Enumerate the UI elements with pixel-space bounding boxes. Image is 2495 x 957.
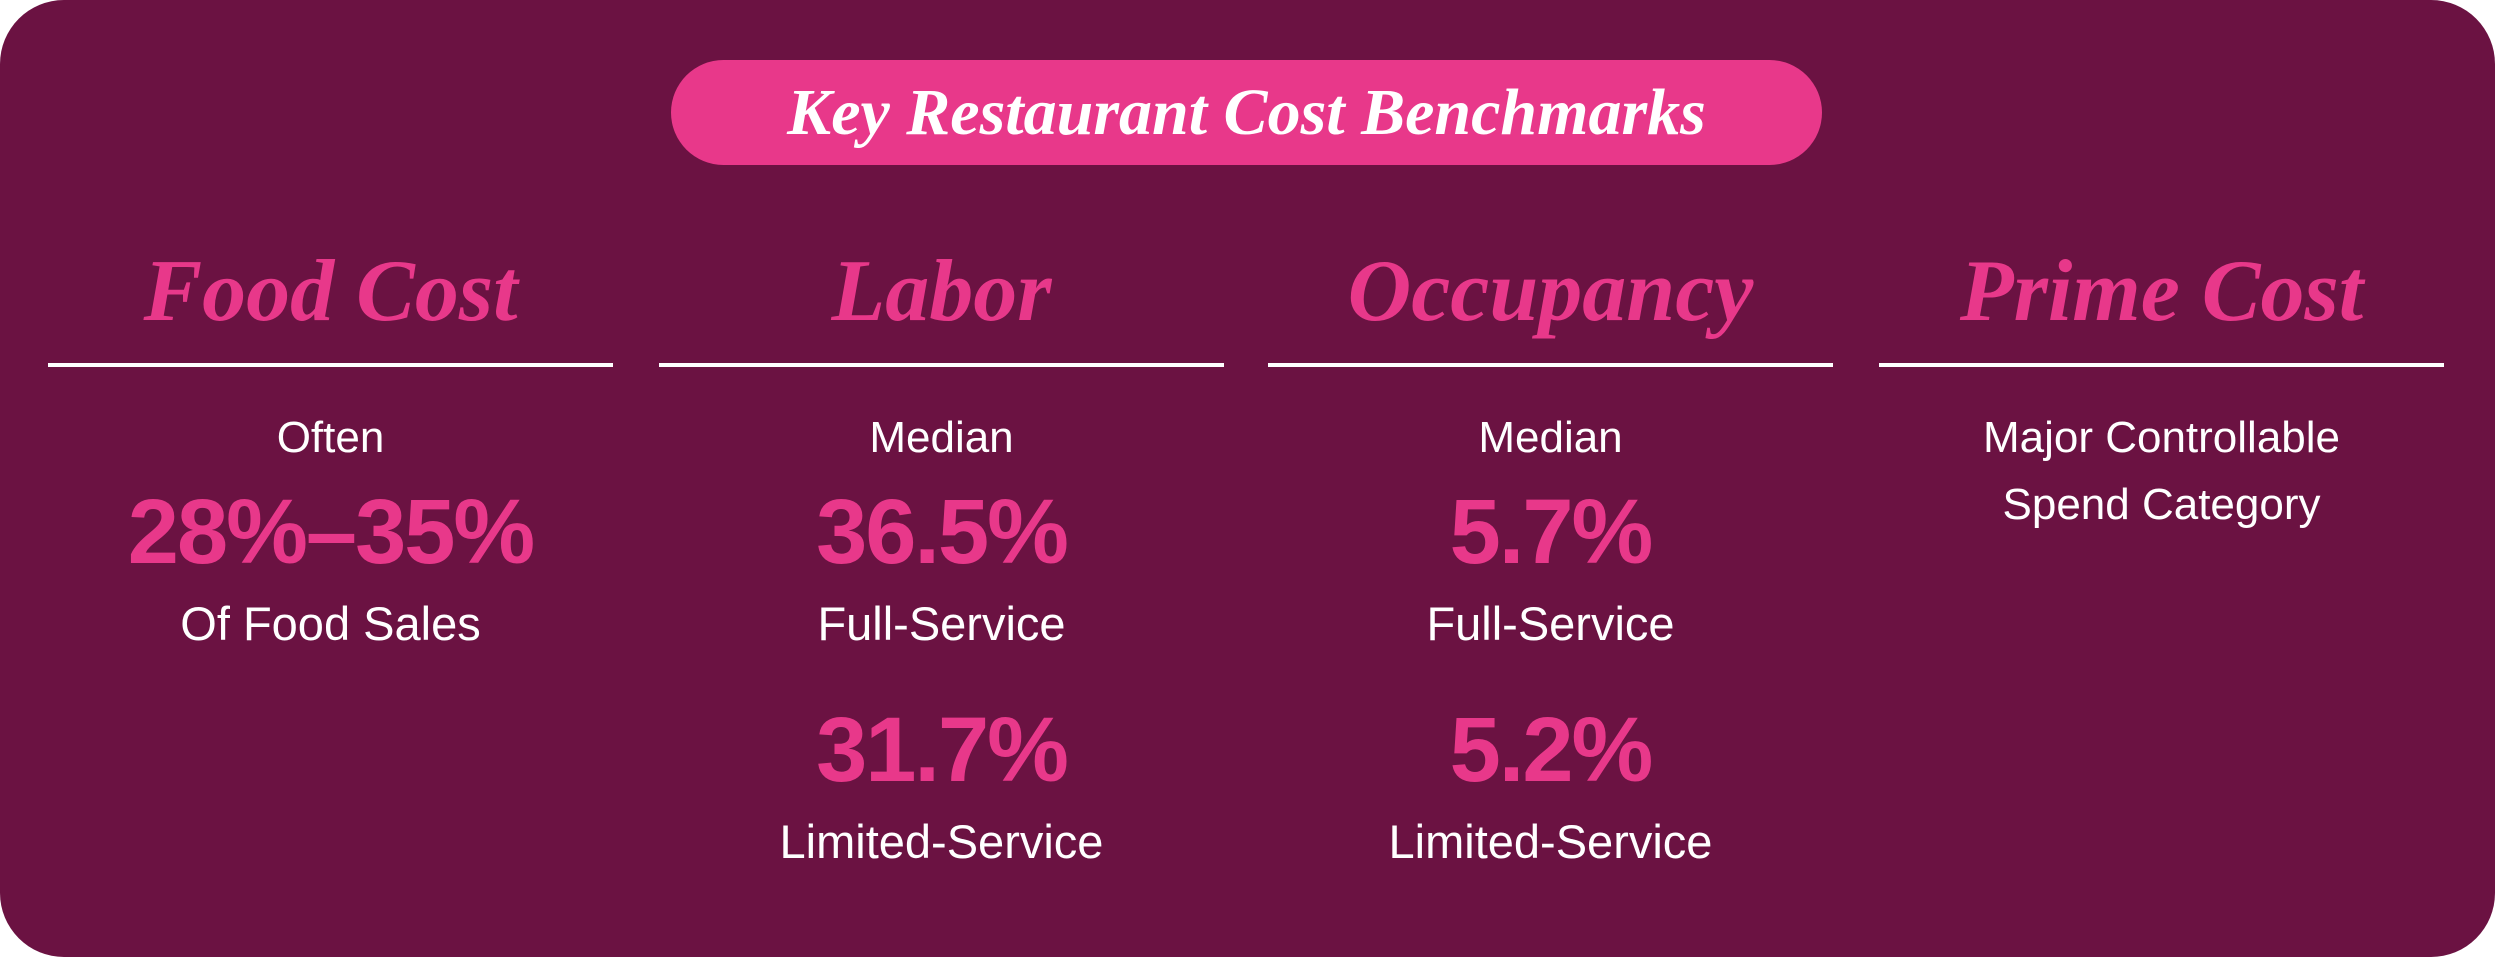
stat: 5.7% Full-Service — [1268, 485, 1833, 657]
stat-caption: Of Food Sales — [180, 597, 481, 650]
stat-caption: Full-Service — [1426, 597, 1675, 650]
title: Key Restaurant Cost Benchmarks — [671, 60, 1822, 165]
stat: 5.2% Limited-Service — [1268, 703, 1833, 875]
stat: 31.7% Limited-Service — [659, 703, 1224, 875]
column: Occupancy Median 5.7% Full-Service 5.2% Limit… — [1268, 243, 1833, 875]
column: Food Cost Often 28%–35% Of Food Sales — [48, 243, 613, 657]
stat-value: 5.7% — [1449, 481, 1654, 583]
column-heading: Labor — [831, 243, 1052, 340]
column-heading: Occupancy — [1347, 243, 1754, 340]
stat: 36.5% Full-Service — [659, 485, 1224, 657]
stat-value: 5.2% — [1449, 699, 1654, 801]
stat-caption: Full-Service — [817, 597, 1066, 650]
stat-value: 28%–35% — [127, 481, 535, 583]
column: Prime Cost Major Controllable Spend Categ… — [1879, 243, 2444, 538]
stat-value: 31.7% — [816, 699, 1069, 801]
column-intro: Major Controllable Spend Category — [1982, 413, 2341, 529]
column: Labor Median 36.5% Full-Service 31.7% Limited… — [659, 243, 1224, 875]
column-intro: Often — [276, 413, 385, 462]
column-intro: Median — [1478, 413, 1623, 462]
stat-caption: Limited-Service — [1388, 815, 1713, 868]
column-intro: Median — [869, 413, 1014, 462]
stat-value: 36.5% — [816, 481, 1069, 583]
column-heading: Food Cost — [143, 243, 518, 340]
stat-caption: Limited-Service — [779, 815, 1104, 868]
column-heading: Prime Cost — [1959, 243, 2364, 340]
stat: 28%–35% Of Food Sales — [48, 485, 613, 657]
